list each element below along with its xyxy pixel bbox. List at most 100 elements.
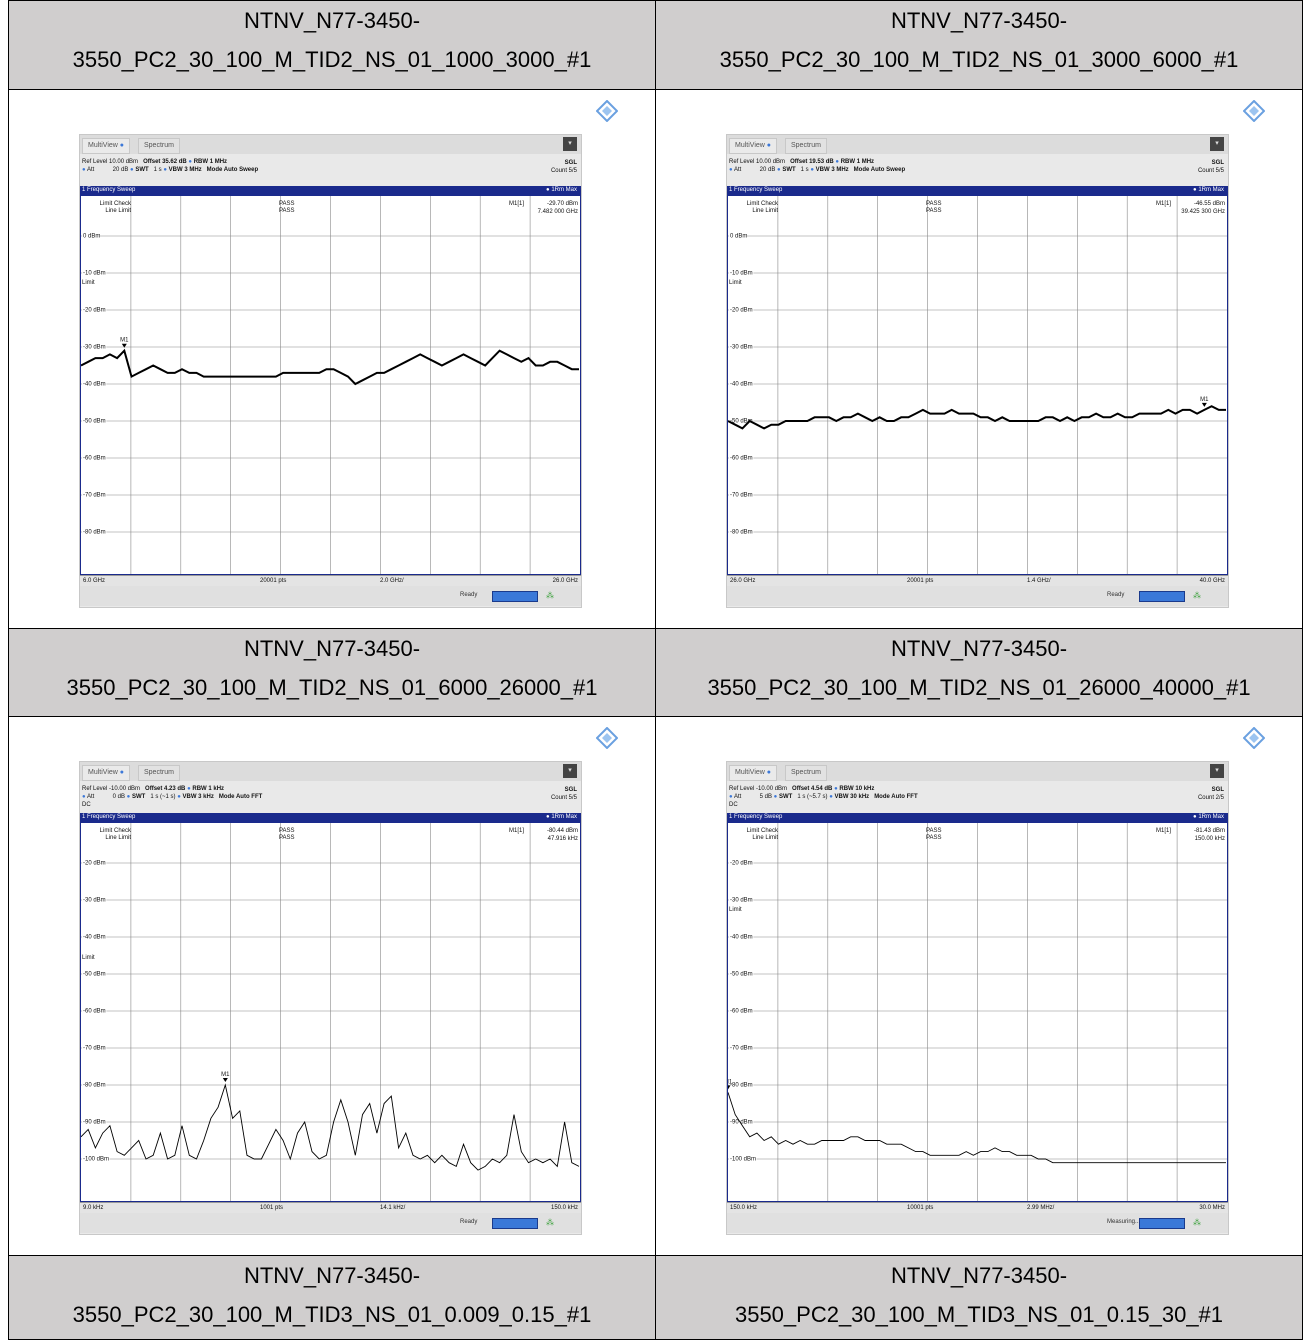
level-label-bg xyxy=(82,1079,107,1087)
x-stop: 26.0 GHz xyxy=(552,578,578,585)
swt-label: SWT xyxy=(778,793,793,800)
screenshot-cell-2: MultiView ● Spectrum ▾ Ref Level -10.00 … xyxy=(8,715,656,1256)
sweep-points: 10001 pts xyxy=(907,1204,934,1211)
title-line-2: 3550_PC2_30_100_M_TID3_NS_01_0.15_30_#1 xyxy=(734,1301,1224,1327)
param-row-1: Ref Level 10.00 dBm Offset 35.62 dB ● RB… xyxy=(82,159,228,166)
level-label: -50 dBm xyxy=(730,419,753,425)
level-label: -100 dBm xyxy=(730,1156,756,1162)
limit-check-result: PASS xyxy=(279,828,295,834)
param-row-2: ● Att 20 dB ● SWT 1 s ● VBW 3 MHz Mode A… xyxy=(729,167,906,174)
analyzer-screenshot: MultiView ● Spectrum ▾ Ref Level 10.00 d… xyxy=(656,90,1301,628)
frequency-sweep-bar: 1 Frequency Sweep ● 1Rm Max xyxy=(727,812,1228,822)
tab-spectrum[interactable]: Spectrum xyxy=(785,764,827,781)
title-line-1: NTNV_N77-3450- xyxy=(890,8,1068,33)
spectrum-plot[interactable]: 0 dBm -10 dBm -20 dBm -30 dBm -40 dBm -50 dBm… xyxy=(80,195,581,576)
level-label: -20 dBm xyxy=(730,308,753,314)
x-start: 150.0 kHz xyxy=(730,1204,758,1211)
tab-multiview[interactable]: MultiView ● xyxy=(82,138,131,155)
tab-spectrum[interactable]: Spectrum xyxy=(138,138,180,155)
status-bar: Ready ⁂ xyxy=(80,586,581,607)
line-limit-label: Line Limit xyxy=(752,208,778,214)
progress-bar xyxy=(492,1217,538,1229)
menu-chevron-icon[interactable]: ▾ xyxy=(1210,137,1224,152)
x-axis-footer: 150.0 kHz 10001 pts 2.99 MHz/ 30.0 MHz xyxy=(727,1201,1228,1213)
status-text: Measuring... xyxy=(1107,1218,1141,1225)
sgl-indicator: SGL xyxy=(1211,786,1224,793)
menu-chevron-icon[interactable]: ▾ xyxy=(1210,763,1224,778)
limit-check-result: PASS xyxy=(279,201,295,207)
vbw: VBW 3 MHz xyxy=(815,167,849,174)
tab-spectrum[interactable]: Spectrum xyxy=(138,764,180,781)
level-label-bg xyxy=(729,1116,754,1124)
sweep-count: Count 5/5 xyxy=(1197,168,1224,175)
level-label-bg xyxy=(82,416,107,424)
sgl-indicator: SGL xyxy=(564,786,577,793)
x-division: 14.1 kHz/ xyxy=(380,1204,406,1211)
level-label-bg xyxy=(729,1005,754,1013)
level-label-bg xyxy=(82,857,107,865)
offset: Offset 4.54 dB xyxy=(792,785,833,792)
tab-spectrum[interactable]: Spectrum xyxy=(785,138,827,155)
level-label: -40 dBm xyxy=(730,934,753,940)
level-label: -90 dBm xyxy=(730,1119,753,1125)
level-label: -10 dBm xyxy=(730,271,753,277)
menu-chevron-icon[interactable]: ▾ xyxy=(563,763,577,778)
menu-chevron-icon[interactable]: ▾ xyxy=(563,137,577,152)
x-stop: 150.0 kHz xyxy=(550,1204,578,1211)
analyzer-screenshot: MultiView ● Spectrum ▾ Ref Level -10.00 … xyxy=(9,717,654,1255)
tab-bar: MultiView ● Spectrum ▾ xyxy=(80,761,581,781)
tab-multiview[interactable]: MultiView ● xyxy=(729,764,778,781)
analyzer-window: MultiView ● Spectrum ▾ Ref Level -10.00 … xyxy=(79,760,582,1235)
limit-label: Limit xyxy=(82,280,95,286)
x-division: 1.4 GHz/ xyxy=(1027,578,1051,585)
limit-check-label: Limit Check xyxy=(747,201,779,207)
level-label-bg xyxy=(82,231,100,239)
title-line-1: NTNV_N77-3450- xyxy=(890,1262,1068,1288)
limit-label: Limit xyxy=(729,907,742,913)
spectrum-trace xyxy=(81,348,579,386)
level-label: -30 dBm xyxy=(730,345,753,351)
level-label: -70 dBm xyxy=(730,493,753,499)
sweep-count: Count 5/5 xyxy=(550,794,577,801)
level-label-bg xyxy=(82,1153,110,1161)
screenshot-cell-3: MultiView ● Spectrum ▾ Ref Level -10.00 … xyxy=(655,715,1303,1256)
level-label: -40 dBm xyxy=(83,382,106,388)
screenshot-cell-1: MultiView ● Spectrum ▾ Ref Level 10.00 d… xyxy=(655,89,1303,630)
level-label: -40 dBm xyxy=(730,382,753,388)
limit-check-result: PASS xyxy=(926,828,942,834)
marker-frequency: 39.425 300 GHz xyxy=(1181,209,1225,215)
rs-logo-icon xyxy=(596,726,618,749)
status-bar: Ready ⁂ xyxy=(727,586,1228,607)
tab-multiview[interactable]: MultiView ● xyxy=(729,138,778,155)
att-label: Att xyxy=(86,167,95,174)
level-label-bg xyxy=(729,894,754,902)
marker-m1-icon[interactable] xyxy=(222,1077,228,1082)
line-limit-result: PASS xyxy=(926,208,942,214)
bottom-title-1: NTNV_N77-3450- 3550_PC2_30_100_M_TID3_NS_… xyxy=(655,1254,1303,1340)
spectrum-plot[interactable]: -20 dBm -30 dBm -40 dBm -50 dBm -60 dBm -70 d… xyxy=(727,821,1228,1202)
sweep-count: Count 2/5 xyxy=(1197,794,1224,801)
tab-bar: MultiView ● Spectrum ▾ xyxy=(80,135,581,155)
dc-indicator: DC xyxy=(729,801,738,808)
level-label-bg xyxy=(729,1153,757,1161)
x-division: 2.99 MHz/ xyxy=(1027,1204,1055,1211)
level-label-bg xyxy=(729,968,754,976)
level-label-bg xyxy=(82,1042,107,1050)
limit-check-label: Limit Check xyxy=(747,828,779,834)
level-label: -50 dBm xyxy=(730,971,753,977)
spectrum-plot[interactable]: -20 dBm -30 dBm -40 dBm -50 dBm -60 dBm -70 d… xyxy=(80,821,581,1202)
marker-m1-icon[interactable] xyxy=(1201,402,1207,407)
level-label: -60 dBm xyxy=(83,1008,106,1014)
spectrum-plot[interactable]: 0 dBm -10 dBm -20 dBm -30 dBm -40 dBm -50 dBm… xyxy=(727,195,1228,576)
progress-bar xyxy=(1139,1217,1185,1229)
dc-indicator: DC xyxy=(82,801,91,808)
level-label: -80 dBm xyxy=(730,1082,753,1088)
marker-m1-icon[interactable] xyxy=(121,343,127,348)
tab-multiview[interactable]: MultiView ● xyxy=(82,764,131,781)
analyzer-window: MultiView ● Spectrum ▾ Ref Level -10.00 … xyxy=(726,760,1229,1235)
limit-label: Limit xyxy=(82,955,95,961)
sweep-points: 20001 pts xyxy=(260,578,287,585)
trace-mode: ● 1Rm Max xyxy=(546,187,577,194)
tab-bar: MultiView ● Spectrum ▾ xyxy=(727,135,1228,155)
level-label-bg xyxy=(82,894,107,902)
